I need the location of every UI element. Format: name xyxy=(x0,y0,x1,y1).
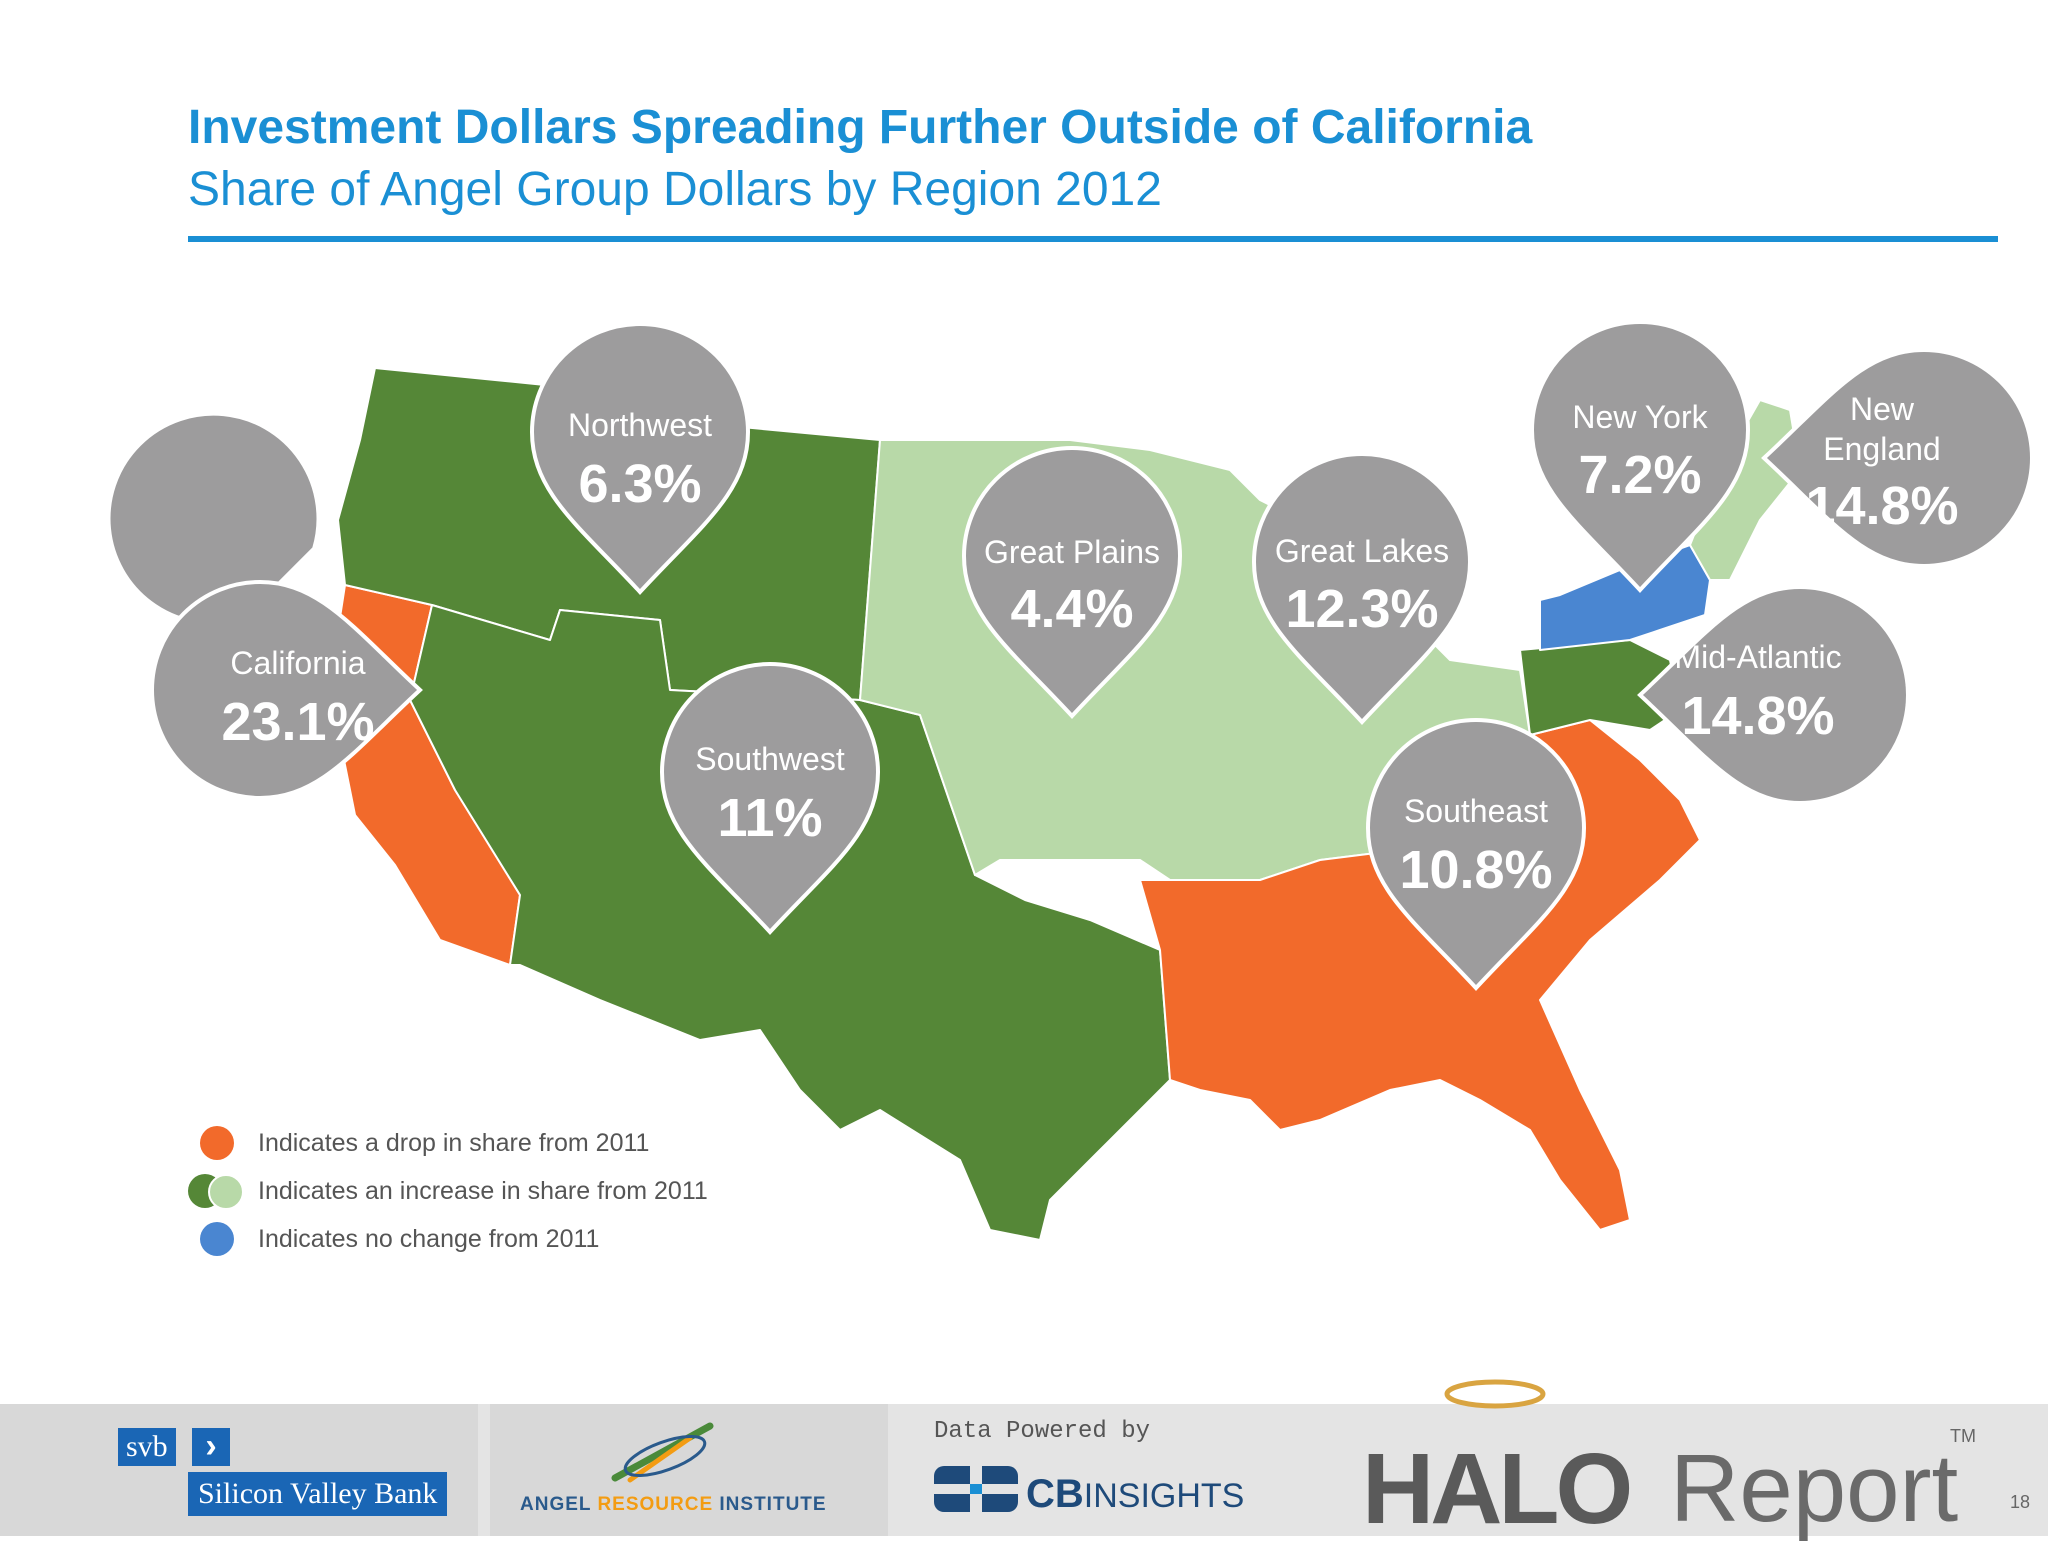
ari-word-2: RESOURCE xyxy=(597,1494,714,1515)
report-wordmark: Report xyxy=(1670,1435,1959,1542)
orange-dot-icon xyxy=(200,1126,234,1160)
label-great-lakes: Great Lakes xyxy=(1275,533,1449,569)
label-southeast: Southeast xyxy=(1404,793,1548,829)
ari-logo-icon xyxy=(611,1422,714,1483)
value-southwest: 11% xyxy=(717,788,822,848)
label-mid-atlantic: Mid-Atlantic xyxy=(1674,639,1841,675)
ari-panel: ANGEL RESOURCE INSTITUTE xyxy=(490,1404,888,1536)
svb-badge: svb xyxy=(118,1428,176,1466)
cb-insights-wordmark: CBINSIGHTS xyxy=(1026,1472,1244,1517)
value-mid-atlantic: 14.8% xyxy=(1681,686,1834,746)
svb-name: Silicon Valley Bank xyxy=(188,1472,448,1516)
page-subtitle: Share of Angel Group Dollars by Region 2… xyxy=(188,163,1162,216)
label-california: California xyxy=(230,645,365,681)
ari-word-1: ANGEL xyxy=(520,1494,598,1515)
legend-drop-text: Indicates a drop in share from 2011 xyxy=(258,1128,650,1157)
legend-no-change-text: Indicates no change from 2011 xyxy=(258,1224,600,1253)
light-green-dot-icon xyxy=(208,1174,244,1210)
blue-dot-icon xyxy=(200,1222,234,1256)
pins-layer: Northwest 6.3% Southwest 11% Great Plain… xyxy=(150,320,2034,990)
value-california: 23.1% xyxy=(221,692,374,752)
cb-insights-logo-icon xyxy=(934,1460,1018,1518)
title-divider xyxy=(188,236,1998,242)
label-great-plains: Great Plains xyxy=(984,534,1160,570)
value-southeast: 10.8% xyxy=(1399,840,1552,900)
value-new-england: 14.8% xyxy=(1805,476,1958,536)
svb-panel: svb › Silicon Valley Bank xyxy=(0,1404,478,1536)
value-new-york: 7.2% xyxy=(1578,445,1701,505)
label-southwest: Southwest xyxy=(695,741,845,777)
legend-drop: Indicates a drop in share from 2011 xyxy=(200,1123,649,1163)
footer-bar: svb › Silicon Valley Bank ANGEL RESOURCE… xyxy=(0,1379,2048,1545)
value-great-plains: 4.4% xyxy=(1010,579,1133,639)
label-new-york: New York xyxy=(1572,399,1708,435)
page-title: Investment Dollars Spreading Further Out… xyxy=(188,101,1533,154)
ari-word-3: INSTITUTE xyxy=(713,1494,827,1515)
cb-light: INSIGHTS xyxy=(1083,1477,1245,1515)
label-northwest: Northwest xyxy=(568,407,712,443)
page-number: 18 xyxy=(2010,1492,2031,1512)
pin-california xyxy=(150,580,422,800)
legend-no-change: Indicates no change from 2011 xyxy=(200,1219,599,1259)
trademark: TM xyxy=(1950,1426,1976,1446)
legend-increase: Indicates an increase in share from 2011 xyxy=(188,1171,708,1211)
label-new-england: New England xyxy=(1823,391,1940,467)
region-new-york xyxy=(1539,544,1711,651)
chevron-right-icon: › xyxy=(192,1428,230,1466)
halo-wordmark: HALO xyxy=(1362,1433,1633,1545)
value-great-lakes: 12.3% xyxy=(1285,579,1438,639)
cb-bold: CB xyxy=(1026,1472,1084,1516)
data-powered-by: Data Powered by xyxy=(934,1418,1151,1445)
halo-ring-icon xyxy=(1444,1379,1546,1409)
pin-california xyxy=(106,411,321,626)
ari-wordmark: ANGEL RESOURCE INSTITUTE xyxy=(520,1494,827,1516)
legend-increase-text: Indicates an increase in share from 2011 xyxy=(258,1176,708,1205)
value-northwest: 6.3% xyxy=(578,454,701,514)
